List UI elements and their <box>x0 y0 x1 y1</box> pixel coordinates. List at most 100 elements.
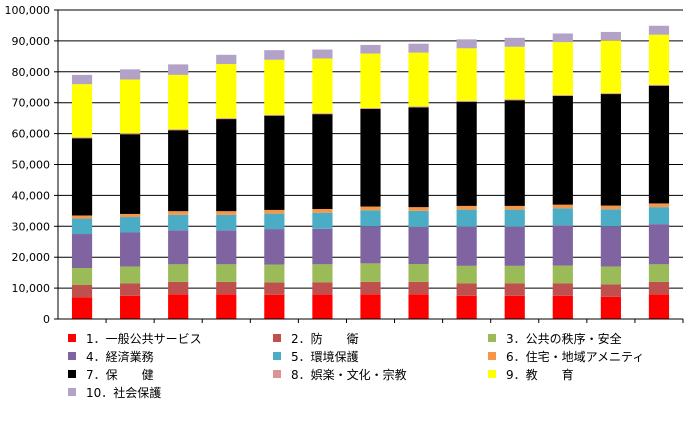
bar-segment-6-1999 <box>168 211 189 215</box>
bar-segment-5-1999 <box>168 214 189 231</box>
bar-segment-9-2003 <box>360 53 381 108</box>
bar-segment-1-2006 <box>504 295 525 319</box>
bar-segment-5-2008 <box>600 209 621 227</box>
bar-segment-4-2007 <box>552 225 573 266</box>
bar-segment-10-2003 <box>360 44 381 54</box>
bar-segment-7-2008 <box>600 94 621 206</box>
bar-segment-6-1998 <box>120 213 141 218</box>
bar-segment-7-2003 <box>360 108 381 207</box>
bar-segment-7-2006 <box>504 100 525 206</box>
bar-segment-5-2000 <box>216 214 237 231</box>
bar-segment-8-1999 <box>168 129 189 131</box>
bar-segment-5-2005 <box>456 209 477 227</box>
bar-segment-4-2001 <box>264 229 285 265</box>
bar-segment-1-2008 <box>600 296 621 319</box>
bar-segment-8-2006 <box>504 99 525 101</box>
bar-segment-2-2002 <box>312 282 333 295</box>
legend-label: 7．保 健 <box>86 367 154 382</box>
bar-segment-6-1997 <box>71 215 93 219</box>
bar-segment-7-2001 <box>264 115 285 210</box>
bar-segment-9-1997 <box>71 84 93 138</box>
x-tick-label: 2006 <box>501 329 529 330</box>
bar-segment-2-1997 <box>71 285 93 298</box>
x-tick-label: 2002 <box>308 329 336 330</box>
bar-segment-7-2005 <box>456 101 477 206</box>
bar-segment-7-2007 <box>552 95 573 205</box>
bar-segment-1-1998 <box>120 295 141 319</box>
bar-segment-9-2008 <box>600 40 621 94</box>
bar-segment-9-1999 <box>168 74 189 130</box>
bar-segment-5-1997 <box>71 218 93 235</box>
bar-segment-3-2004 <box>408 263 429 282</box>
bar-segment-6-2007 <box>552 204 573 209</box>
bar-segment-6-2000 <box>216 211 237 215</box>
bar-segment-9-2002 <box>312 58 333 114</box>
legend-label: 2．防 衛 <box>291 331 359 346</box>
legend-item: 1．一般公共サービス <box>68 330 202 346</box>
bar-segment-3-1997 <box>71 268 93 286</box>
legend-swatch <box>273 334 281 342</box>
y-tick-label: 100,000 <box>5 4 51 17</box>
bar-segment-3-2007 <box>552 265 573 284</box>
bar-segment-9-2001 <box>264 59 285 115</box>
bar-segment-4-2004 <box>408 226 429 264</box>
legend-item: 6．住宅・地域アメニティ <box>488 348 644 364</box>
bar-segment-4-2008 <box>600 226 621 267</box>
bar-segment-6-2009 <box>648 203 670 208</box>
bar-segment-3-2002 <box>312 264 333 283</box>
x-tick-label: 2007 <box>549 329 577 330</box>
legend-swatch <box>488 352 496 360</box>
bar-segment-2-2009 <box>648 281 670 295</box>
bar-segment-1-2001 <box>264 294 285 319</box>
bar-segment-9-2009 <box>648 34 670 85</box>
bar-segment-4-2003 <box>360 226 381 264</box>
bar-segment-10-2001 <box>264 50 285 60</box>
legend-item: 8．娯楽・文化・宗教 <box>273 366 407 382</box>
stacked-bar-chart: 0 10,000 20,000 30,000 40,000 50,000 60,000 70,… <box>5 4 684 330</box>
bar-segment-2-2000 <box>216 281 237 295</box>
bar-segment-3-2000 <box>216 264 237 282</box>
x-tick-label: 2000 <box>212 329 240 330</box>
legend-swatch <box>488 334 496 342</box>
bar-segment-2-2008 <box>600 284 621 297</box>
legend-label: 10．社会保護 <box>86 385 162 400</box>
legend-item: 7．保 健 <box>68 366 154 382</box>
x-tick-label: 2008 <box>597 329 625 330</box>
bar-segment-5-2004 <box>408 210 429 227</box>
bar-segment-2-2007 <box>552 283 573 296</box>
bar-segment-1-2005 <box>456 295 477 319</box>
bar-segment-4-2005 <box>456 226 477 266</box>
bar-segment-10-2004 <box>408 43 429 53</box>
y-tick-label: 0 <box>43 313 50 326</box>
y-tick-label: 50,000 <box>12 159 51 172</box>
bar-segment-3-2001 <box>264 264 285 283</box>
bar-segment-2-2003 <box>360 281 381 295</box>
legend-item: 3．公共の秩序・安全 <box>488 330 622 346</box>
bar-segment-1-1999 <box>168 294 189 319</box>
bar-segment-6-2006 <box>504 205 525 210</box>
bar-segment-2-2005 <box>456 283 477 296</box>
y-tick-label: 80,000 <box>12 66 51 79</box>
bar-segment-8-2004 <box>408 106 429 108</box>
bar-segment-1-2009 <box>648 294 670 319</box>
legend-label: 1．一般公共サービス <box>86 331 202 346</box>
x-tick-label: 2004 <box>405 329 433 330</box>
bar-segment-8-1997 <box>71 137 93 139</box>
bar-segment-6-2001 <box>264 209 285 214</box>
bar-segment-9-1998 <box>120 79 141 134</box>
bar-segment-4-1997 <box>71 234 93 269</box>
bar-segment-9-2004 <box>408 52 429 107</box>
bar-segment-1-2002 <box>312 294 333 319</box>
x-tick-label: 1998 <box>116 329 144 330</box>
bar-segment-1-2000 <box>216 294 237 319</box>
bar-segment-1-2004 <box>408 294 429 319</box>
bar-segment-3-2009 <box>648 264 670 282</box>
legend-label: 3．公共の秩序・安全 <box>506 331 622 346</box>
bar-segment-10-2008 <box>600 31 621 41</box>
legend-swatch <box>273 352 281 360</box>
bar-segment-6-2005 <box>456 205 477 210</box>
bar-segment-9-2007 <box>552 42 573 95</box>
y-tick-label: 70,000 <box>12 97 51 110</box>
bar-segment-5-2009 <box>648 207 670 225</box>
bar-segment-5-1998 <box>120 217 141 233</box>
